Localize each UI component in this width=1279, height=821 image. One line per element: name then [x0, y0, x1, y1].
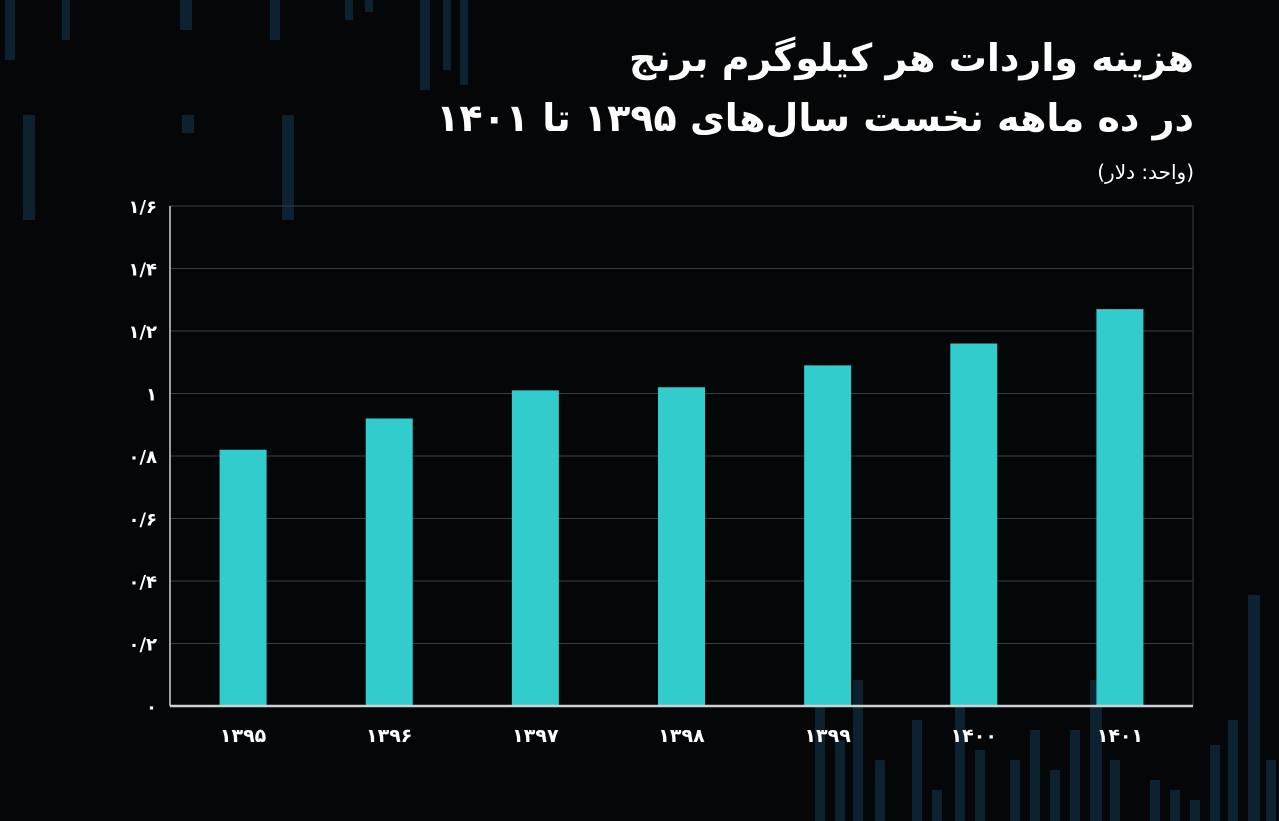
- y-tick-labels: ۰ ۰/۲ ۰/۴ ۰/۶ ۰/۸ ۱ ۱/۲ ۱/۴ ۱/۶: [128, 197, 157, 718]
- decoration-candle: [23, 115, 35, 220]
- decoration-candle: [1266, 760, 1276, 821]
- decoration-candle: [1228, 720, 1238, 821]
- y-tick-label: ۰/۶: [128, 510, 157, 531]
- bar-1: [219, 449, 267, 706]
- decoration-candle: [912, 720, 922, 821]
- y-tick-label: ۰: [146, 697, 157, 718]
- bar-6: [950, 343, 998, 706]
- decoration-candle: [345, 0, 353, 20]
- decoration-candle: [932, 790, 942, 821]
- decoration-candle: [282, 115, 294, 220]
- y-tick-label: ۰/۴: [128, 572, 157, 593]
- y-tick-label: ۰/۸: [128, 447, 157, 468]
- decoration-candle: [420, 0, 430, 90]
- bar-4: [658, 387, 705, 706]
- decoration-candle: [5, 0, 15, 60]
- y-tick-label: ۰/۲: [128, 635, 157, 656]
- x-tick-label: ۱۴۰۱: [1097, 725, 1143, 747]
- bars: [219, 309, 1144, 706]
- bar-7: [1096, 309, 1144, 706]
- decoration-candle: [62, 0, 70, 40]
- chart-title-line-2: در ده ماهه نخست سال‌های ۱۳۹۵ تا ۱۴۰۱: [436, 96, 1194, 140]
- decoration-candle: [815, 700, 825, 821]
- y-tick-label: ۱/۲: [128, 322, 157, 343]
- decoration-candle: [955, 700, 965, 821]
- decoration-candle: [975, 750, 985, 821]
- decoration-candle: [180, 0, 192, 30]
- x-tick-label: ۱۳۹۸: [658, 725, 705, 747]
- bar-2: [365, 418, 413, 706]
- y-tick-label: ۱/۶: [128, 197, 157, 218]
- x-tick-label: ۱۳۹۵: [220, 725, 267, 747]
- x-tick-labels: ۱۳۹۵ ۱۳۹۶ ۱۳۹۷ ۱۳۹۸ ۱۳۹۹ ۱۴۰۰ ۱۴۰۱: [220, 725, 1143, 747]
- decoration-candle: [1190, 800, 1200, 821]
- axes: [169, 206, 1194, 708]
- decoration-candle: [1090, 680, 1102, 821]
- decoration-candle: [1150, 780, 1160, 821]
- decoration-candle: [1010, 760, 1020, 821]
- y-tick-label: ۱/۴: [128, 260, 157, 281]
- decoration-candle: [1030, 730, 1040, 821]
- y-tick-label: ۱: [146, 385, 157, 406]
- decoration-candle: [1110, 760, 1120, 821]
- decoration-candle: [1248, 595, 1260, 821]
- decoration-candle: [443, 0, 451, 70]
- decoration-candle: [1070, 730, 1080, 821]
- decoration-candle: [853, 680, 863, 821]
- decoration-candle: [182, 115, 194, 133]
- bar-5: [804, 365, 852, 706]
- decoration-candle: [1050, 770, 1060, 821]
- decoration-candle: [460, 0, 468, 85]
- decoration-candle: [1170, 790, 1180, 821]
- decoration-candle: [270, 0, 280, 40]
- bar-3: [511, 390, 559, 706]
- decoration-candle: [365, 0, 373, 12]
- x-tick-label: ۱۴۰۰: [951, 725, 997, 747]
- decoration-candle: [875, 760, 885, 821]
- x-tick-label: ۱۳۹۶: [366, 725, 412, 747]
- chart-title-line-1: هزینه واردات هر کیلوگرم برنج: [628, 36, 1194, 80]
- decoration-candle: [835, 740, 845, 821]
- unit-label: (واحد: دلار): [1097, 160, 1194, 184]
- decoration-candle: [1210, 745, 1220, 821]
- x-tick-label: ۱۳۹۹: [804, 725, 851, 747]
- x-tick-label: ۱۳۹۷: [512, 725, 559, 747]
